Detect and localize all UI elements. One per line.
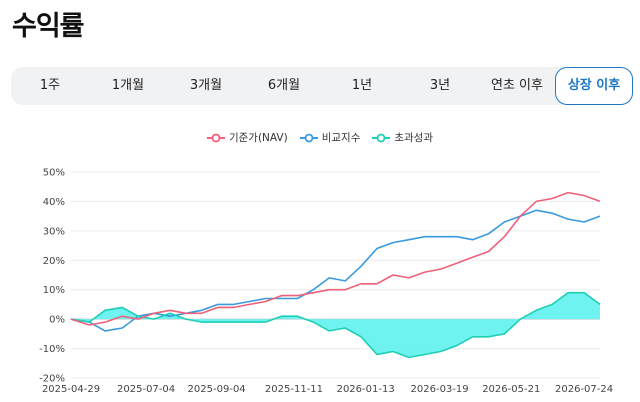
tab-1-week[interactable]: 1주 [39,78,61,93]
y-tick-label: 10% [43,285,65,296]
x-tick-label: 2026-07-24 [555,384,613,395]
y-tick-label: 40% [43,197,65,208]
period-tab-bar: 1주 1개월 3개월 6개월 1년 3년 연초 이후 상장 이후 [11,67,633,105]
excess-series-line [70,291,601,359]
tab-since-listing[interactable]: 상장 이후 [555,67,633,105]
x-tick-label: 2026-05-21 [482,384,540,395]
tab-1-year[interactable]: 1년 [351,78,373,93]
y-tick-label: -10% [39,344,65,355]
y-tick-label: 50% [43,168,65,179]
excess-area-fill [71,292,600,358]
tab-3-months[interactable]: 3개월 [189,78,223,93]
tab-6-months[interactable]: 6개월 [267,78,301,93]
legend-label-excess: 초과성과 [394,132,433,144]
benchmark-series-line [70,209,601,332]
page-title: 수익률 [12,11,85,42]
chart-legend: 기준가(NAV) 비교지수 초과성과 [0,130,640,145]
excess-area [71,292,600,358]
legend-item-excess[interactable]: 초과성과 [372,130,433,145]
tab-year-to-date[interactable]: 연초 이후 [491,78,543,93]
chart-grid [71,171,600,379]
y-tick-label: 30% [43,226,65,237]
excess-legend-marker-icon [372,133,391,142]
legend-item-benchmark[interactable]: 비교지수 [299,130,361,145]
tab-1-month[interactable]: 1개월 [111,78,145,93]
tab-3-years[interactable]: 3년 [429,78,451,93]
returns-chart: 50%40%30%20%10%0%-10%-20% 2025-04-29 2025… [39,168,613,396]
x-axis-ticks: 2025-04-29 2025-07-04 2025-09-04 2025-11-11… [42,384,613,395]
nav-series-line [70,191,601,326]
benchmark-legend-marker-icon [299,133,318,142]
x-tick-label: 2026-01-13 [337,384,395,395]
y-tick-label: 20% [43,256,65,267]
legend-item-nav[interactable]: 기준가(NAV) [206,130,288,145]
x-tick-label: 2025-11-11 [265,384,323,395]
legend-label-benchmark: 비교지수 [321,132,361,144]
nav-legend-marker-icon [206,133,225,142]
x-tick-label: 2025-04-29 [42,384,100,395]
legend-label-nav: 기준가(NAV) [228,132,288,144]
y-axis-ticks: 50% 40% 30% 20% 10% 0% -10% -20% [39,168,65,385]
y-tick-label: 0% [49,315,65,326]
x-tick-label: 2025-09-04 [188,384,246,395]
x-tick-label: 2025-07-04 [117,384,175,395]
x-tick-label: 2026-03-19 [411,384,469,395]
chart-lines [70,191,601,359]
y-tick-label: -20% [39,374,65,385]
